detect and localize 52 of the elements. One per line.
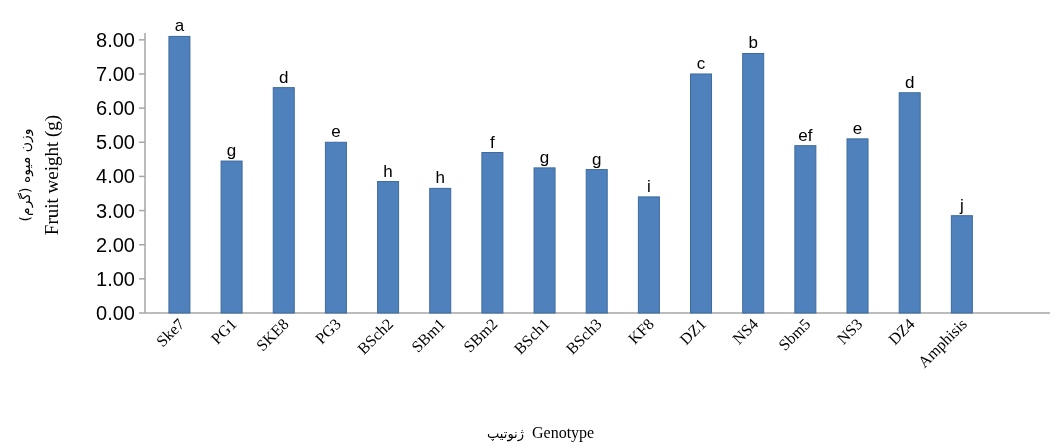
data-label: i [646, 176, 651, 196]
bar [690, 73, 713, 314]
y-tick-label: 2.00 [96, 233, 135, 256]
bar [898, 92, 921, 314]
data-label: d [904, 72, 915, 92]
bar [168, 35, 191, 314]
x-tick-label: KF8 [624, 315, 657, 348]
bar [533, 167, 556, 314]
data-label: h [435, 168, 445, 188]
bar [324, 141, 347, 314]
bar [794, 145, 817, 314]
x-tick-label: PG1 [207, 315, 240, 348]
y-tick-label: 7.00 [96, 62, 135, 85]
bar [377, 181, 400, 314]
data-label: g [539, 147, 550, 167]
bar [742, 52, 765, 314]
bar [950, 215, 973, 314]
bar [220, 160, 243, 314]
data-label: h [383, 161, 393, 181]
bar [585, 169, 608, 314]
data-label: d [279, 67, 289, 87]
bar [637, 196, 660, 314]
x-tick-label: DZ4 [885, 315, 918, 348]
text: وزن میوه (گرم) [17, 128, 34, 222]
data-label: f [490, 132, 496, 152]
data-label: e [331, 122, 341, 142]
y-axis-title: Fruit weight (g) [41, 114, 63, 236]
bar [429, 187, 452, 314]
y-tick-label: 0.00 [96, 302, 135, 324]
data-label: b [748, 33, 758, 53]
y-tick-label: 1.00 [96, 267, 135, 290]
data-label: c [696, 53, 706, 73]
y-tick-label: 5.00 [96, 131, 135, 154]
bar [272, 87, 295, 314]
bar [481, 152, 504, 314]
x-tick-label: NS3 [833, 315, 866, 348]
data-label: a [174, 16, 185, 36]
data-label: e [852, 118, 863, 138]
text: ژنوتیپ [487, 426, 524, 442]
y-tick-label: 8.00 [96, 28, 135, 51]
y-tick-label: 4.00 [96, 165, 135, 188]
x-tick-label: PG3 [311, 315, 345, 348]
y-tick-label: 3.00 [96, 199, 135, 222]
data-label: ef [798, 125, 813, 145]
x-tick-label: DZ1 [676, 315, 710, 348]
data-label: j [958, 195, 964, 215]
data-label: g [591, 149, 602, 169]
bar [846, 138, 869, 314]
x-axis-title: Genotype [532, 424, 595, 442]
data-label: g [226, 141, 237, 161]
x-tick-label: NS4 [729, 315, 762, 348]
y-tick-label: 6.00 [96, 97, 135, 120]
